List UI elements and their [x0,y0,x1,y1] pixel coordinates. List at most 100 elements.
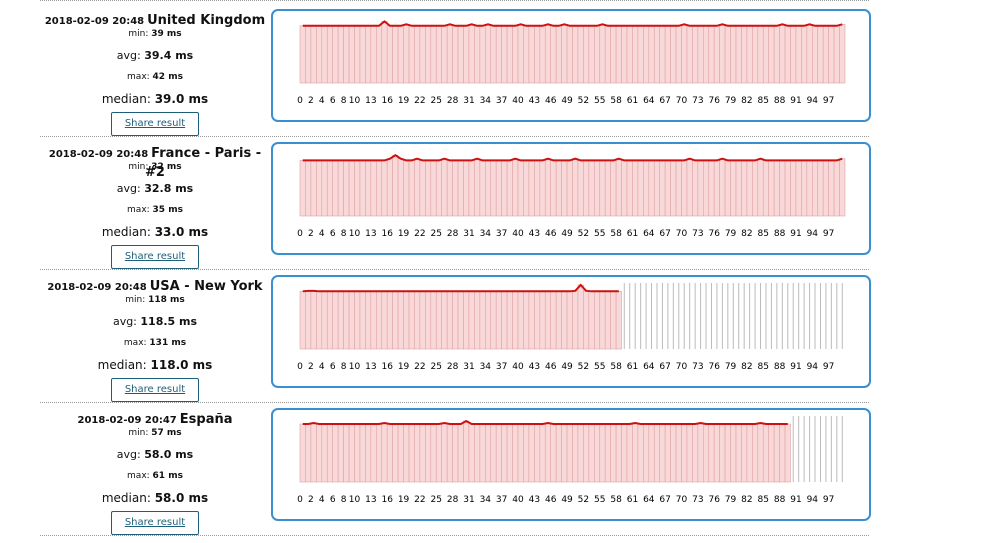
bar [425,423,432,483]
x-tick-label: 0 [297,362,303,372]
bar [348,291,355,350]
bar [495,25,502,84]
bar [326,291,333,350]
bar [474,25,481,84]
bar [713,423,720,483]
latency-line [302,283,619,293]
x-tick-label: 25 [431,362,442,372]
chart: 0 2 4 6 8 10 13 16 19 22 25 28 31 34 37 40 43 46 49 52 55 58 6… [297,20,846,106]
bar [348,160,355,217]
bar [653,25,660,84]
bar [588,25,595,84]
bar [534,25,541,84]
share-button[interactable]: Share result [111,378,199,402]
x-tick-label: 10 [349,229,361,239]
bar [757,422,764,483]
x-tick-label: 64 [643,362,655,372]
bar [452,25,459,84]
bar [615,291,622,350]
min-value: 32 ms [151,162,182,172]
max-label: max: [127,471,150,481]
bar [305,25,312,84]
bar [817,25,824,84]
bar [724,25,731,84]
bar [675,423,682,483]
x-tick-label: 73 [692,229,703,239]
bar [681,423,688,483]
bar [397,25,404,84]
bar [566,291,573,350]
bar [523,25,530,84]
x-tick-label: 8 [341,96,347,106]
min-label: min: [128,29,149,39]
bar [512,158,519,217]
bar [561,423,568,483]
bar [468,291,475,350]
bar [386,423,393,483]
x-tick-label: 88 [774,96,786,106]
bar [626,423,633,483]
bar [430,291,437,350]
bar [321,25,328,84]
bar [697,160,704,217]
bar [408,423,415,483]
bar [348,25,355,84]
x-tick-label: 37 [496,362,507,372]
bar [610,291,617,350]
x-tick-label: 34 [480,362,492,372]
x-tick-label: 97 [823,229,834,239]
chart: 0 2 4 6 8 10 13 16 19 22 25 28 31 34 37 40 43 46 49 52 55 58 6… [297,416,843,505]
bar [588,291,595,350]
bar [632,25,639,84]
x-tick-label: 49 [561,96,573,106]
share-button[interactable]: Share result [111,112,199,136]
bar [583,25,590,84]
share-button[interactable]: Share result [111,245,199,269]
bar [452,291,459,350]
bar [664,160,671,217]
x-tick-label: 8 [341,229,347,239]
bar [490,160,497,217]
bar [653,160,660,217]
bar [512,25,519,84]
x-tick-label: 34 [480,495,492,505]
bar [468,160,475,217]
bar [588,423,595,483]
bar [463,420,470,483]
bar [593,423,601,483]
bar [381,291,388,350]
avg-value: 32.8 ms [144,182,194,195]
x-tick-label: 82 [741,96,752,106]
bar [332,160,339,217]
datetime: 2018-02-09 20:47 [77,415,177,426]
x-tick-label: 88 [774,495,786,505]
bar [752,160,759,217]
bar [741,25,748,84]
bar [299,25,306,84]
bar [501,423,508,483]
x-tick-label: 70 [676,495,688,505]
bar [506,291,513,350]
min-value: 39 ms [151,29,182,39]
x-tick-label: 10 [349,362,361,372]
x-tick-label: 73 [692,96,703,106]
bar [376,25,383,84]
median-stat: median: 33.0 ms [40,225,270,239]
x-tick-label: 31 [463,362,474,372]
bar [664,25,671,84]
x-tick-label: 55 [594,495,605,505]
bar [310,160,317,217]
share-button[interactable]: Share result [111,511,199,535]
bar [599,423,606,483]
x-tick-label: 49 [561,362,573,372]
x-tick-label: 43 [529,96,540,106]
bar [637,25,644,84]
bar [670,160,677,217]
bar [697,25,704,84]
bar [757,25,764,84]
bar [779,423,786,483]
bar [583,423,590,483]
bar [386,25,393,84]
x-tick-label: 79 [725,229,737,239]
x-tick-label: 97 [823,362,834,372]
